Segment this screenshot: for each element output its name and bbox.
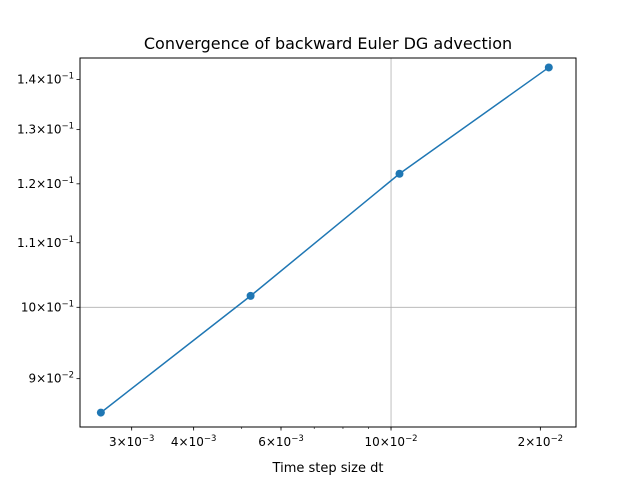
data-point: [544, 63, 553, 72]
x-tick-label: 3×10−3: [109, 434, 155, 449]
data-point: [96, 408, 105, 417]
x-axis-label: Time step size dt: [272, 461, 384, 476]
data-point: [246, 291, 255, 300]
y-tick-label: 9×10−2: [29, 371, 75, 386]
series-line: [100, 66, 550, 414]
axis-ticks: 3×10−3 4×10−3 6×10−3 10×10−2 2×10−2 9×10−2 10×…: [17, 71, 563, 449]
y-tick-label: 1.2×10−1: [17, 176, 74, 191]
data-point: [395, 169, 404, 178]
x-tick-label: 4×10−3: [171, 434, 217, 449]
x-tick-label: 6×10−3: [258, 434, 304, 449]
grid-lines: [80, 58, 576, 427]
y-tick-label: 1.1×10−1: [17, 235, 74, 250]
plot-frame: [79, 57, 577, 428]
x-tick-label: 10×10−2: [364, 434, 417, 449]
series-layer: [96, 63, 553, 417]
y-tick-label: 1.4×10−1: [17, 71, 74, 86]
chart-title: Convergence of backward Euler DG advecti…: [144, 34, 512, 53]
y-tick-label: 10×10−1: [21, 299, 74, 314]
x-tick-label: 2×10−2: [518, 434, 564, 449]
y-tick-label: 1.3×10−1: [17, 122, 74, 137]
